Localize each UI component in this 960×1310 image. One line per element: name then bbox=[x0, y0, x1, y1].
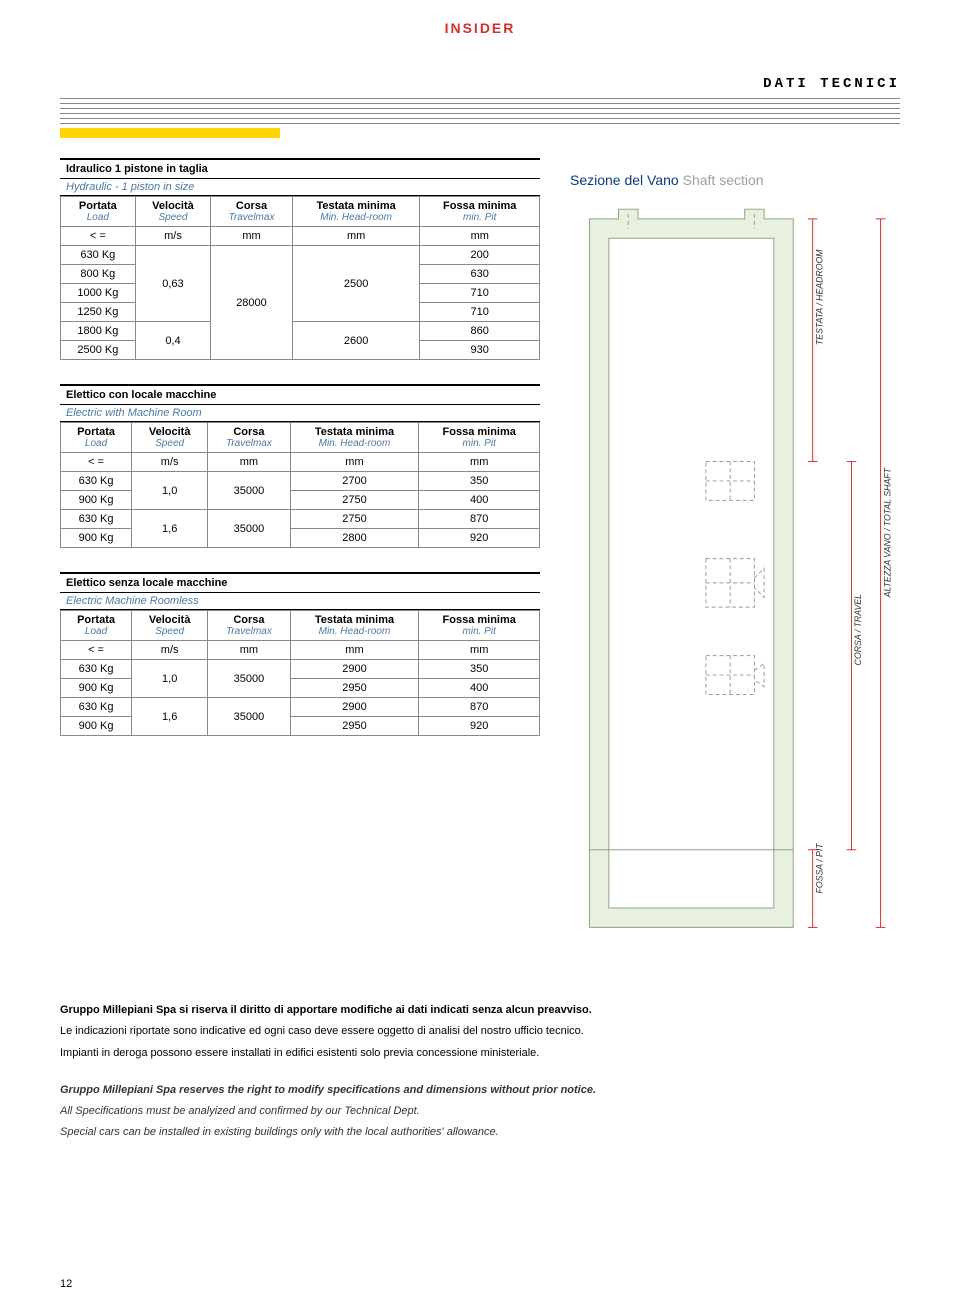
t3-corsa-0: 35000 bbox=[208, 660, 290, 698]
unit-leq: < = bbox=[61, 227, 136, 246]
unit-ms: m/s bbox=[135, 227, 211, 246]
t3-corsa-1: 35000 bbox=[208, 698, 290, 736]
t2-speed-0: 1,0 bbox=[132, 472, 208, 510]
shaft-title: Sezione del Vano Shaft section bbox=[570, 172, 900, 188]
page-number: 12 bbox=[60, 1278, 72, 1290]
t2-fossa-0: 350 bbox=[419, 472, 540, 491]
t1-load-4: 1800 Kg bbox=[61, 322, 136, 341]
t2-load-3: 900 Kg bbox=[61, 529, 132, 548]
t1-load-3: 1250 Kg bbox=[61, 303, 136, 322]
t2-speed-1: 1,6 bbox=[132, 510, 208, 548]
table3-title-it: Elettico senza locale macchine bbox=[60, 572, 540, 593]
table-hydraulic: Idraulico 1 pistone in taglia Hydraulic … bbox=[60, 158, 540, 360]
table1-title-it: Idraulico 1 pistone in taglia bbox=[60, 158, 540, 179]
divider-lines bbox=[60, 98, 900, 138]
t1-fossa-2: 710 bbox=[420, 284, 540, 303]
t1-fossa-0: 200 bbox=[420, 246, 540, 265]
t3-testata-1: 2950 bbox=[290, 679, 419, 698]
tables-column: Idraulico 1 pistone in taglia Hydraulic … bbox=[60, 158, 540, 963]
t3-testata-2: 2900 bbox=[290, 698, 419, 717]
t3-speed-1: 1,6 bbox=[132, 698, 208, 736]
table3-title-en: Electric Machine Roomless bbox=[60, 593, 540, 610]
t3-fossa-2: 870 bbox=[419, 698, 540, 717]
table2-title-it: Elettico con locale macchine bbox=[60, 384, 540, 405]
t3-speed-0: 1,0 bbox=[132, 660, 208, 698]
table-electric-roomless: Elettico senza locale macchine Electric … bbox=[60, 572, 540, 736]
th-velocita: VelocitàSpeed bbox=[135, 197, 211, 227]
t2-testata-1: 2750 bbox=[290, 491, 419, 510]
dim-corsa: CORSA / TRAVEL bbox=[853, 594, 863, 666]
footer-notes: Gruppo Millepiani Spa si riserva il diri… bbox=[60, 1003, 900, 1141]
unit-mm: mm bbox=[420, 227, 540, 246]
dim-fossa: FOSSA / PIT bbox=[814, 843, 824, 894]
t1-load-1: 800 Kg bbox=[61, 265, 136, 284]
t2-fossa-2: 870 bbox=[419, 510, 540, 529]
section-title: DATI TECNICI bbox=[60, 76, 900, 92]
t1-fossa-3: 710 bbox=[420, 303, 540, 322]
t2-load-1: 900 Kg bbox=[61, 491, 132, 510]
dim-testata: TESTATA / HEADROOM bbox=[814, 249, 824, 345]
t3-load-1: 900 Kg bbox=[61, 679, 132, 698]
t1-speed-1: 0,4 bbox=[135, 322, 211, 360]
unit-mm: mm bbox=[211, 227, 293, 246]
table1-title-en: Hydraulic - 1 piston in size bbox=[60, 179, 540, 196]
t1-load-0: 630 Kg bbox=[61, 246, 136, 265]
t2-testata-3: 2800 bbox=[290, 529, 419, 548]
t1-speed-0: 0,63 bbox=[135, 246, 211, 322]
t3-fossa-3: 920 bbox=[419, 717, 540, 736]
th-corsa: CorsaTravelmax bbox=[211, 197, 293, 227]
unit-mm: mm bbox=[292, 227, 420, 246]
t2-testata-2: 2750 bbox=[290, 510, 419, 529]
shaft-diagram: TESTATA / HEADROOM CORSA / TRAVEL ALTEZZ… bbox=[570, 198, 900, 958]
table2-title-en: Electric with Machine Room bbox=[60, 405, 540, 422]
t2-corsa-0: 35000 bbox=[208, 472, 290, 510]
t3-testata-0: 2900 bbox=[290, 660, 419, 679]
t3-fossa-1: 400 bbox=[419, 679, 540, 698]
t2-corsa-1: 35000 bbox=[208, 510, 290, 548]
t1-fossa-4: 860 bbox=[420, 322, 540, 341]
dim-altezza: ALTEZZA VANO / TOTAL SHAFT bbox=[882, 467, 892, 598]
t3-testata-3: 2950 bbox=[290, 717, 419, 736]
t1-testata-0: 2500 bbox=[292, 246, 420, 322]
t2-testata-0: 2700 bbox=[290, 472, 419, 491]
t2-fossa-3: 920 bbox=[419, 529, 540, 548]
brand-logo: INSIDER bbox=[60, 20, 900, 36]
t1-load-2: 1000 Kg bbox=[61, 284, 136, 303]
t3-load-3: 900 Kg bbox=[61, 717, 132, 736]
table-electric-room: Elettico con locale macchine Electric wi… bbox=[60, 384, 540, 548]
t3-load-2: 630 Kg bbox=[61, 698, 132, 717]
shaft-diagram-column: Sezione del Vano Shaft section bbox=[570, 158, 900, 963]
t1-testata-1: 2600 bbox=[292, 322, 420, 360]
t3-load-0: 630 Kg bbox=[61, 660, 132, 679]
th-portata: PortataLoad bbox=[61, 197, 136, 227]
t1-corsa: 28000 bbox=[211, 246, 293, 360]
th-fossa: Fossa minimamin. Pit bbox=[420, 197, 540, 227]
t2-fossa-1: 400 bbox=[419, 491, 540, 510]
t3-fossa-0: 350 bbox=[419, 660, 540, 679]
t1-fossa-1: 630 bbox=[420, 265, 540, 284]
t2-load-0: 630 Kg bbox=[61, 472, 132, 491]
t1-load-5: 2500 Kg bbox=[61, 341, 136, 360]
t2-load-2: 630 Kg bbox=[61, 510, 132, 529]
th-testata: Testata minimaMin. Head-room bbox=[292, 197, 420, 227]
t1-fossa-5: 930 bbox=[420, 341, 540, 360]
